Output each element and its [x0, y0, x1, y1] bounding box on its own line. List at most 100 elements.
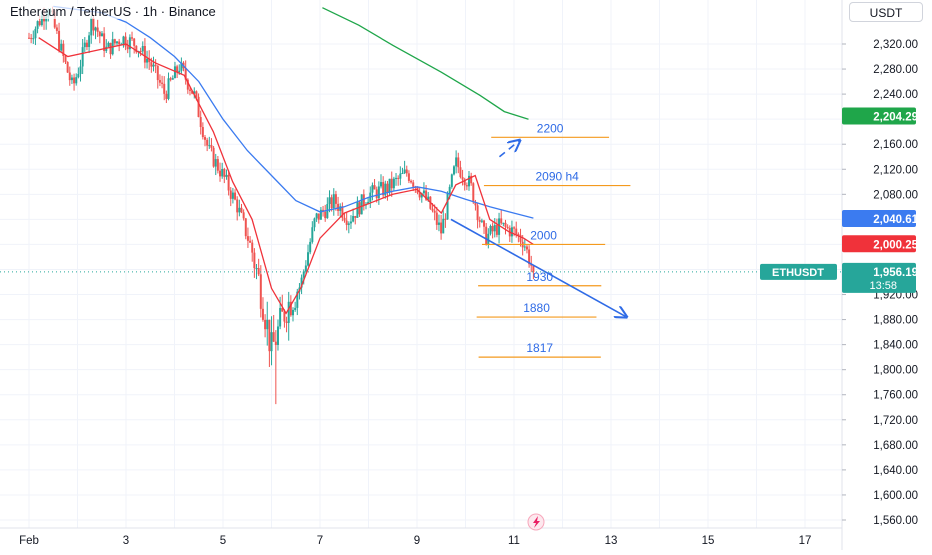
candle-body [109, 42, 112, 55]
candle-body [79, 66, 82, 75]
candle-body [377, 186, 380, 199]
candle-body [459, 167, 462, 178]
candle-body [463, 179, 466, 186]
candle-body [212, 147, 215, 167]
price-tick-label: 2,160.00 [873, 139, 918, 151]
candle-body [139, 51, 142, 53]
candle-body [118, 41, 121, 45]
candle-body [126, 46, 129, 50]
candle-body [246, 236, 249, 241]
candle-body [380, 182, 383, 187]
candle-body [502, 222, 505, 224]
candle-body [242, 212, 245, 219]
candle-body [384, 183, 387, 196]
candle-body [435, 212, 438, 225]
candle-body [234, 192, 237, 200]
projection-up-arrow [498, 141, 518, 158]
candle-body [296, 291, 299, 308]
candle-body [452, 166, 455, 175]
price-tick-label: 2,120.00 [873, 164, 918, 176]
candle-body [304, 265, 307, 272]
candle-body [227, 174, 230, 191]
candle-body [186, 79, 189, 90]
candle-body [334, 194, 337, 204]
candles [28, 6, 535, 405]
price-tick-label: 2,280.00 [873, 64, 918, 76]
candle-body [519, 234, 522, 242]
candle-body [158, 80, 161, 83]
candle-body [457, 157, 460, 168]
candle-body [330, 197, 333, 209]
candle-body [107, 42, 110, 47]
candle-body [495, 225, 498, 235]
candle-body [410, 180, 413, 183]
candle-body [510, 227, 513, 237]
candle-body [343, 217, 346, 221]
candle-body [491, 225, 494, 232]
candle-body [444, 218, 447, 220]
candle-body [180, 62, 183, 71]
candle-body [249, 240, 252, 243]
flash-icon-glyph [533, 516, 540, 528]
candle-body [287, 301, 290, 323]
ma-short-badge [842, 235, 916, 253]
candle-body [30, 37, 33, 39]
candle-body [433, 210, 436, 213]
candle-body [375, 189, 378, 199]
candle-body [128, 37, 131, 50]
candle-body [487, 233, 490, 245]
candle-body [450, 174, 453, 187]
candle-body [152, 64, 155, 67]
candle-body [401, 173, 404, 175]
candle-body [45, 16, 48, 22]
candle-body [236, 199, 239, 213]
candle-body [281, 308, 284, 312]
candle-body [266, 319, 269, 330]
level-label: 1880 [523, 301, 550, 315]
candle-body [171, 78, 174, 80]
candle-body [405, 169, 408, 174]
candle-body [257, 268, 260, 275]
candle-body [324, 211, 327, 219]
price-tick-label: 1,560.00 [873, 515, 918, 527]
candle-body [472, 183, 475, 203]
candle-body [199, 117, 202, 128]
candle-body [131, 37, 134, 39]
candle-body [489, 225, 492, 234]
ma-green-line [322, 7, 529, 120]
currency-button[interactable]: USDT [849, 2, 923, 22]
price-tick-label: 1,800.00 [873, 365, 918, 377]
candle-body [216, 159, 219, 171]
price-axis: 1,560.00 1,600.00 1,640.00 1,680.00 1,720.00… [842, 39, 918, 527]
time-axis: Feb 3 5 7 9 11 13 15 17 [19, 513, 811, 547]
grid [0, 0, 843, 550]
candle-body [100, 33, 103, 37]
candle-body [73, 77, 76, 84]
candle-body [122, 36, 125, 45]
symbol-text: ETHUSDT [772, 267, 824, 279]
candle-body [425, 190, 428, 200]
candle-body [197, 96, 200, 118]
candle-body [98, 31, 101, 37]
candle-body [272, 332, 275, 342]
candle-body [371, 185, 374, 193]
candle-body [219, 170, 222, 177]
candle-body [58, 30, 61, 51]
candle-body [354, 216, 357, 218]
candle-body [208, 145, 211, 147]
candle-body [38, 21, 41, 26]
candle-body [403, 169, 406, 174]
candle-body [124, 36, 127, 47]
level-label: 1930 [526, 270, 553, 284]
symbol-badge [760, 263, 837, 280]
candle-body [178, 70, 181, 73]
candle-body [448, 186, 451, 194]
candle-body [184, 68, 187, 80]
candle-body [358, 202, 361, 215]
candle-body [191, 90, 194, 94]
ma-red-line [38, 37, 534, 315]
candle-body [60, 43, 63, 51]
candle-body [483, 220, 486, 227]
